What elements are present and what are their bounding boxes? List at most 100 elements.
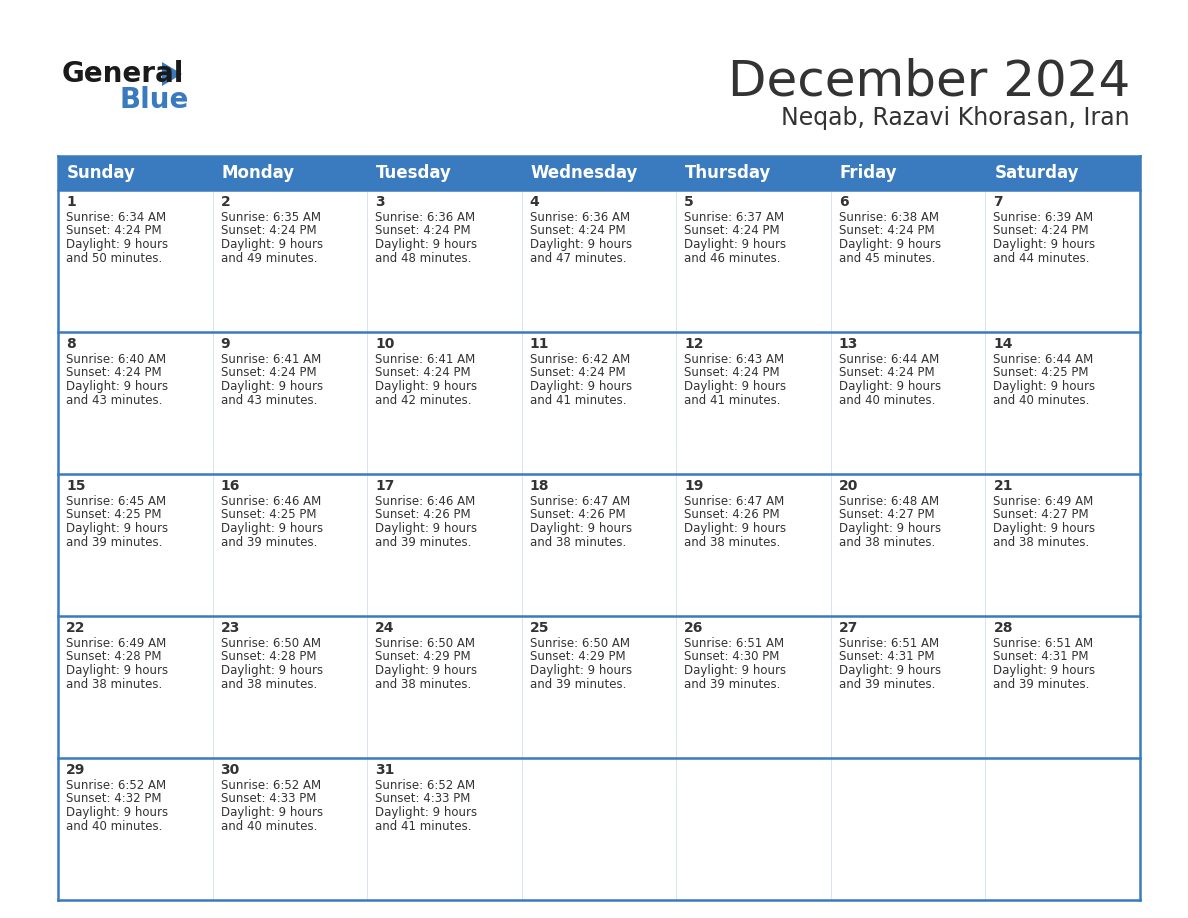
Text: 20: 20 <box>839 479 858 493</box>
Text: Sunset: 4:26 PM: Sunset: 4:26 PM <box>530 509 625 521</box>
Text: and 41 minutes.: and 41 minutes. <box>530 394 626 407</box>
Text: Sunset: 4:32 PM: Sunset: 4:32 PM <box>67 792 162 805</box>
Text: Sunrise: 6:46 AM: Sunrise: 6:46 AM <box>221 495 321 508</box>
Text: Sunset: 4:24 PM: Sunset: 4:24 PM <box>684 225 779 238</box>
Text: 29: 29 <box>67 763 86 777</box>
Text: Sunset: 4:24 PM: Sunset: 4:24 PM <box>375 225 470 238</box>
Text: 17: 17 <box>375 479 394 493</box>
Text: 9: 9 <box>221 337 230 351</box>
Text: and 38 minutes.: and 38 minutes. <box>530 535 626 548</box>
Text: Daylight: 9 hours: Daylight: 9 hours <box>221 238 323 251</box>
Text: 30: 30 <box>221 763 240 777</box>
Text: 1: 1 <box>67 195 76 209</box>
Text: and 44 minutes.: and 44 minutes. <box>993 252 1089 264</box>
Text: 31: 31 <box>375 763 394 777</box>
Text: and 40 minutes.: and 40 minutes. <box>993 394 1089 407</box>
Bar <box>522 474 676 616</box>
Text: Sunrise: 6:44 AM: Sunrise: 6:44 AM <box>839 353 939 366</box>
Text: Sunrise: 6:48 AM: Sunrise: 6:48 AM <box>839 495 939 508</box>
Text: Sunrise: 6:36 AM: Sunrise: 6:36 AM <box>530 211 630 224</box>
Text: Sunset: 4:28 PM: Sunset: 4:28 PM <box>67 651 162 664</box>
Text: and 38 minutes.: and 38 minutes. <box>375 677 472 690</box>
Text: Sunrise: 6:41 AM: Sunrise: 6:41 AM <box>221 353 321 366</box>
Text: December 2024: December 2024 <box>728 58 1130 106</box>
Text: and 41 minutes.: and 41 minutes. <box>375 820 472 833</box>
Text: 27: 27 <box>839 621 858 635</box>
Text: Daylight: 9 hours: Daylight: 9 hours <box>221 806 323 819</box>
Text: Daylight: 9 hours: Daylight: 9 hours <box>67 380 169 393</box>
Text: Daylight: 9 hours: Daylight: 9 hours <box>221 522 323 535</box>
Text: and 40 minutes.: and 40 minutes. <box>67 820 163 833</box>
Text: 19: 19 <box>684 479 703 493</box>
Bar <box>367 156 522 190</box>
Text: and 38 minutes.: and 38 minutes. <box>839 535 935 548</box>
Text: Sunset: 4:24 PM: Sunset: 4:24 PM <box>67 225 162 238</box>
Text: Sunrise: 6:49 AM: Sunrise: 6:49 AM <box>67 637 166 650</box>
Text: Sunrise: 6:52 AM: Sunrise: 6:52 AM <box>375 779 475 792</box>
Bar <box>676 474 830 616</box>
Text: 18: 18 <box>530 479 549 493</box>
Text: 22: 22 <box>67 621 86 635</box>
Bar <box>985 156 1140 190</box>
Text: Sunrise: 6:49 AM: Sunrise: 6:49 AM <box>993 495 1094 508</box>
Bar <box>58 156 213 190</box>
Text: Monday: Monday <box>222 164 295 182</box>
Bar <box>830 758 985 900</box>
Text: Daylight: 9 hours: Daylight: 9 hours <box>375 522 478 535</box>
Text: 24: 24 <box>375 621 394 635</box>
Text: Sunset: 4:29 PM: Sunset: 4:29 PM <box>530 651 625 664</box>
Text: Daylight: 9 hours: Daylight: 9 hours <box>993 380 1095 393</box>
Bar <box>367 332 522 474</box>
Text: Sunset: 4:24 PM: Sunset: 4:24 PM <box>221 225 316 238</box>
Text: Sunset: 4:33 PM: Sunset: 4:33 PM <box>375 792 470 805</box>
Text: Daylight: 9 hours: Daylight: 9 hours <box>67 664 169 677</box>
Text: 7: 7 <box>993 195 1003 209</box>
Bar <box>213 332 367 474</box>
Text: Sunrise: 6:37 AM: Sunrise: 6:37 AM <box>684 211 784 224</box>
Text: Sunset: 4:29 PM: Sunset: 4:29 PM <box>375 651 470 664</box>
Text: Sunset: 4:24 PM: Sunset: 4:24 PM <box>67 366 162 379</box>
Text: Sunrise: 6:34 AM: Sunrise: 6:34 AM <box>67 211 166 224</box>
Bar <box>676 156 830 190</box>
Text: Daylight: 9 hours: Daylight: 9 hours <box>839 238 941 251</box>
Bar <box>213 156 367 190</box>
Text: and 47 minutes.: and 47 minutes. <box>530 252 626 264</box>
Bar <box>58 190 213 332</box>
Text: and 49 minutes.: and 49 minutes. <box>221 252 317 264</box>
Text: 23: 23 <box>221 621 240 635</box>
Bar <box>213 616 367 758</box>
Text: 4: 4 <box>530 195 539 209</box>
Text: Daylight: 9 hours: Daylight: 9 hours <box>684 238 786 251</box>
Text: Sunset: 4:24 PM: Sunset: 4:24 PM <box>530 366 625 379</box>
Text: Sunrise: 6:47 AM: Sunrise: 6:47 AM <box>684 495 784 508</box>
Text: 15: 15 <box>67 479 86 493</box>
Text: Sunset: 4:30 PM: Sunset: 4:30 PM <box>684 651 779 664</box>
Bar <box>367 190 522 332</box>
Bar <box>213 758 367 900</box>
Bar <box>985 474 1140 616</box>
Text: Sunrise: 6:52 AM: Sunrise: 6:52 AM <box>221 779 321 792</box>
Text: Sunrise: 6:51 AM: Sunrise: 6:51 AM <box>839 637 939 650</box>
Text: and 39 minutes.: and 39 minutes. <box>993 677 1089 690</box>
Bar <box>367 474 522 616</box>
Text: Sunset: 4:24 PM: Sunset: 4:24 PM <box>530 225 625 238</box>
Text: and 40 minutes.: and 40 minutes. <box>839 394 935 407</box>
Text: 3: 3 <box>375 195 385 209</box>
Bar <box>985 758 1140 900</box>
Text: Sunset: 4:24 PM: Sunset: 4:24 PM <box>839 366 935 379</box>
Text: Sunset: 4:26 PM: Sunset: 4:26 PM <box>375 509 470 521</box>
Text: Daylight: 9 hours: Daylight: 9 hours <box>375 238 478 251</box>
Text: Sunrise: 6:51 AM: Sunrise: 6:51 AM <box>684 637 784 650</box>
Text: Sunset: 4:24 PM: Sunset: 4:24 PM <box>839 225 935 238</box>
Text: Sunset: 4:31 PM: Sunset: 4:31 PM <box>839 651 934 664</box>
Bar <box>522 156 676 190</box>
Text: Daylight: 9 hours: Daylight: 9 hours <box>530 522 632 535</box>
Text: and 48 minutes.: and 48 minutes. <box>375 252 472 264</box>
Text: Daylight: 9 hours: Daylight: 9 hours <box>375 806 478 819</box>
Text: Sunrise: 6:50 AM: Sunrise: 6:50 AM <box>530 637 630 650</box>
Text: Neqab, Razavi Khorasan, Iran: Neqab, Razavi Khorasan, Iran <box>782 106 1130 130</box>
Text: Sunrise: 6:52 AM: Sunrise: 6:52 AM <box>67 779 166 792</box>
Bar <box>985 190 1140 332</box>
Text: 5: 5 <box>684 195 694 209</box>
Text: Sunrise: 6:40 AM: Sunrise: 6:40 AM <box>67 353 166 366</box>
